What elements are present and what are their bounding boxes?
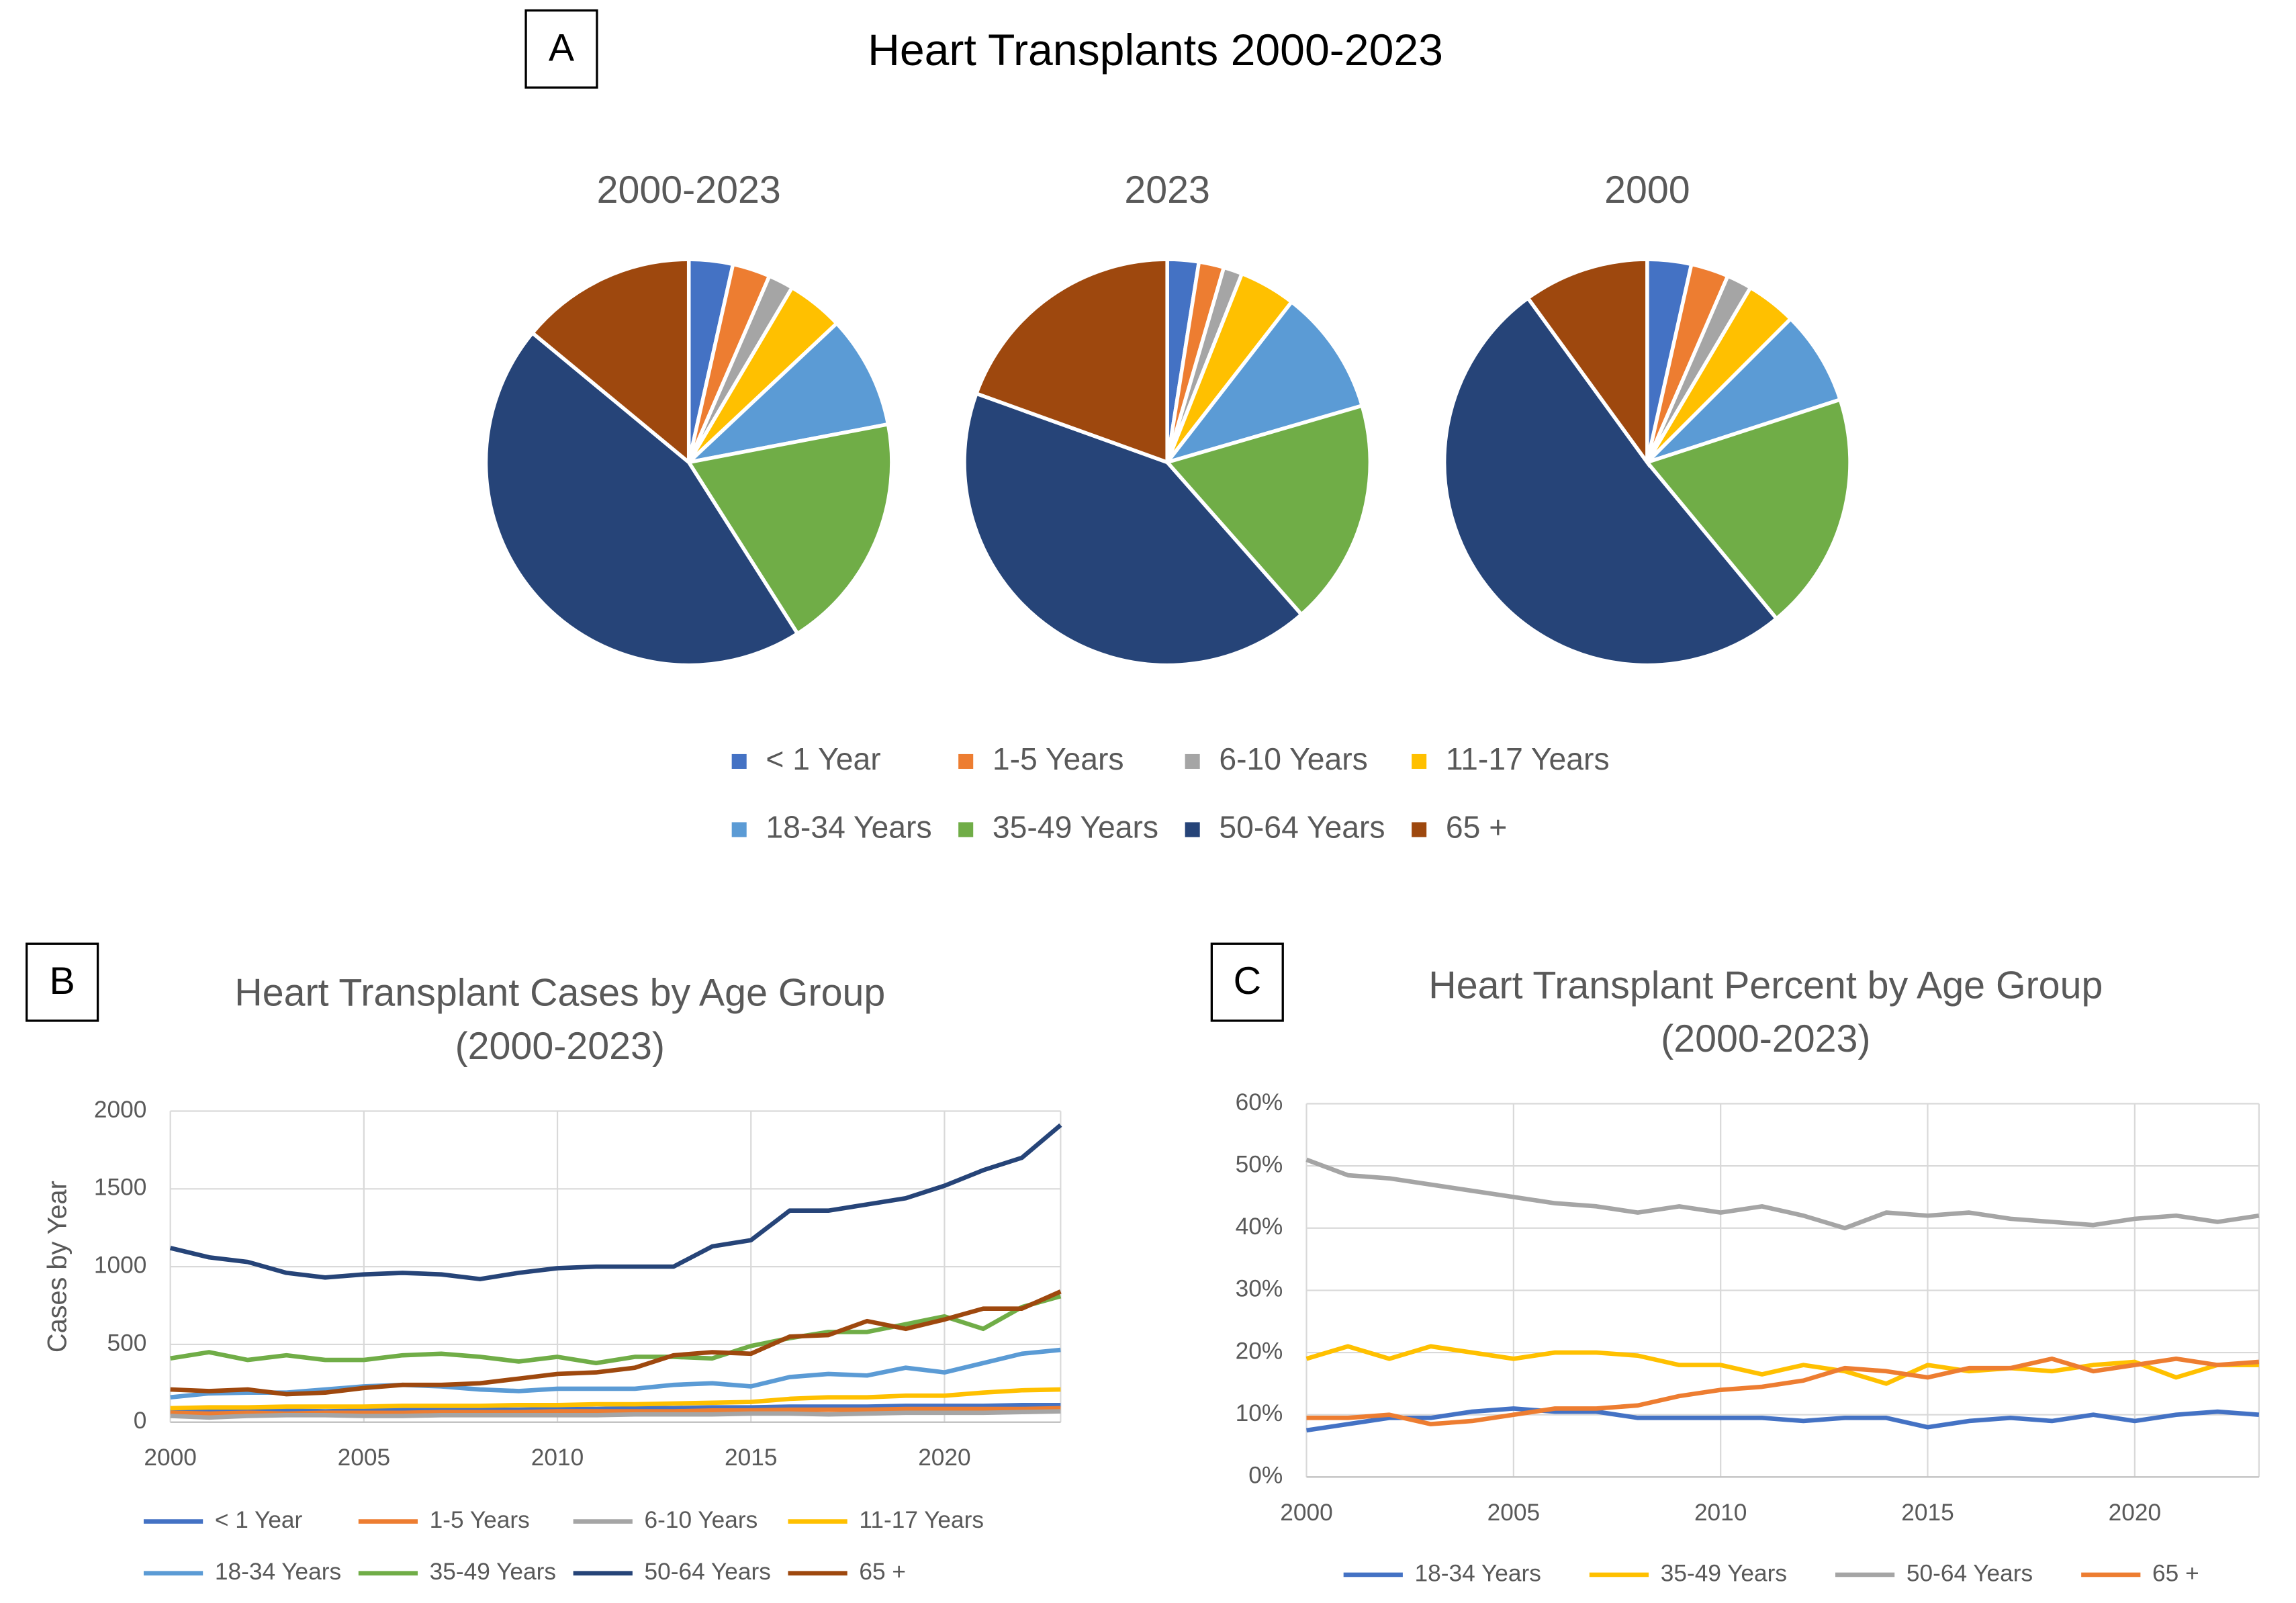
pie-slice bbox=[682, 320, 890, 465]
legend-label: 6-10 Years bbox=[1219, 741, 1367, 776]
pie-slice bbox=[974, 257, 1169, 465]
y-tick-label: 30% bbox=[1236, 1276, 1283, 1302]
legend-label: 1-5 Years bbox=[993, 741, 1124, 776]
legend-label: < 1 Year bbox=[215, 1507, 303, 1533]
pie-slice bbox=[1164, 403, 1373, 617]
data-line bbox=[170, 1409, 1061, 1420]
panel-box bbox=[524, 9, 598, 89]
legend-label: 18-34 Years bbox=[215, 1559, 341, 1585]
y-tick-label: 10% bbox=[1236, 1400, 1283, 1426]
y-tick-label: 20% bbox=[1236, 1338, 1283, 1364]
pie-title: 2000 bbox=[1604, 169, 1690, 212]
panel-label: C bbox=[1234, 960, 1261, 1003]
figure-title: Heart Transplants 2000-2023 bbox=[868, 26, 1443, 75]
y-tick-label: 0% bbox=[1248, 1463, 1283, 1489]
legend-swatch bbox=[1412, 753, 1427, 769]
y-tick-label: 2000 bbox=[94, 1097, 146, 1123]
y-tick-label: 60% bbox=[1236, 1089, 1283, 1115]
legend-label: 6-10 Years bbox=[645, 1507, 758, 1533]
data-line bbox=[1305, 1157, 2260, 1231]
legend-label: 50-64 Years bbox=[1219, 810, 1385, 845]
x-tick-label: 2005 bbox=[1487, 1500, 1541, 1526]
x-tick-label: 2000 bbox=[144, 1445, 197, 1471]
legend-label: 65 + bbox=[2152, 1560, 2199, 1586]
legend-label: 35-49 Years bbox=[430, 1559, 556, 1585]
legend-label: 1-5 Years bbox=[430, 1507, 530, 1533]
data-line bbox=[170, 1387, 1061, 1411]
legend-swatch bbox=[731, 822, 747, 837]
chart-title: (2000-2023) bbox=[1661, 1017, 1870, 1060]
legend-label: < 1 Year bbox=[766, 741, 880, 776]
legend-swatch bbox=[958, 753, 974, 769]
y-axis-label: Cases by Year bbox=[43, 1181, 73, 1353]
legend-swatch bbox=[731, 753, 747, 769]
panel-label: B bbox=[50, 960, 75, 1003]
legend-swatch bbox=[1185, 753, 1200, 769]
pie-slice bbox=[1644, 397, 1852, 622]
legend-label: 11-17 Years bbox=[1446, 741, 1610, 776]
legend-swatch bbox=[958, 822, 974, 837]
legend-label: 65 + bbox=[859, 1559, 906, 1585]
legend-label: 50-64 Years bbox=[645, 1559, 771, 1585]
y-tick-label: 1500 bbox=[94, 1175, 146, 1201]
legend-label: 35-49 Years bbox=[1661, 1560, 1787, 1586]
panel-box bbox=[1210, 942, 1284, 1022]
data-line bbox=[169, 1123, 1062, 1281]
pie-slice bbox=[686, 422, 894, 637]
y-tick-label: 500 bbox=[107, 1330, 146, 1356]
x-tick-label: 2015 bbox=[725, 1445, 778, 1471]
pie-slice bbox=[962, 391, 1304, 668]
y-tick-label: 50% bbox=[1236, 1151, 1283, 1177]
data-line bbox=[170, 1347, 1061, 1400]
pie-slice bbox=[484, 330, 800, 668]
legend-label: 11-17 Years bbox=[859, 1507, 984, 1533]
legend-label: 18-34 Years bbox=[766, 810, 931, 845]
data-line bbox=[1306, 1357, 2260, 1426]
x-tick-label: 2020 bbox=[2109, 1500, 2162, 1526]
pie-slice bbox=[1525, 257, 1649, 468]
x-tick-label: 2020 bbox=[918, 1445, 971, 1471]
legend-label: 18-34 Years bbox=[1415, 1560, 1541, 1586]
pie-slice bbox=[529, 257, 691, 467]
pie-slice bbox=[1645, 316, 1843, 464]
x-tick-label: 2010 bbox=[1694, 1500, 1747, 1526]
pie-title: 2000-2023 bbox=[597, 169, 781, 212]
y-tick-label: 1000 bbox=[94, 1252, 146, 1278]
legend-label: 50-64 Years bbox=[1907, 1560, 2033, 1586]
data-line bbox=[1306, 1406, 2260, 1433]
pie-slice bbox=[1442, 295, 1780, 668]
chart-title: Heart Transplant Percent by Age Group bbox=[1428, 964, 2103, 1007]
chart-title: Heart Transplant Cases by Age Group bbox=[234, 972, 885, 1015]
panel-label: A bbox=[549, 26, 575, 69]
legend-label: 35-49 Years bbox=[993, 810, 1158, 845]
data-line bbox=[170, 1293, 1062, 1366]
pie-slice bbox=[1162, 299, 1365, 466]
x-tick-label: 2005 bbox=[338, 1445, 391, 1471]
x-tick-label: 2010 bbox=[531, 1445, 584, 1471]
pie-title: 2023 bbox=[1124, 169, 1210, 212]
legend-label: 65 + bbox=[1446, 810, 1507, 845]
y-tick-label: 0 bbox=[134, 1408, 147, 1434]
y-tick-label: 40% bbox=[1236, 1213, 1283, 1240]
data-line bbox=[1305, 1344, 2259, 1386]
data-line bbox=[170, 1289, 1062, 1397]
legend-swatch bbox=[1185, 822, 1200, 837]
legend-swatch bbox=[1412, 822, 1427, 837]
x-tick-label: 2015 bbox=[1901, 1500, 1954, 1526]
chart-title: (2000-2023) bbox=[455, 1025, 665, 1068]
x-tick-label: 2000 bbox=[1280, 1500, 1333, 1526]
panel-box bbox=[26, 942, 99, 1022]
